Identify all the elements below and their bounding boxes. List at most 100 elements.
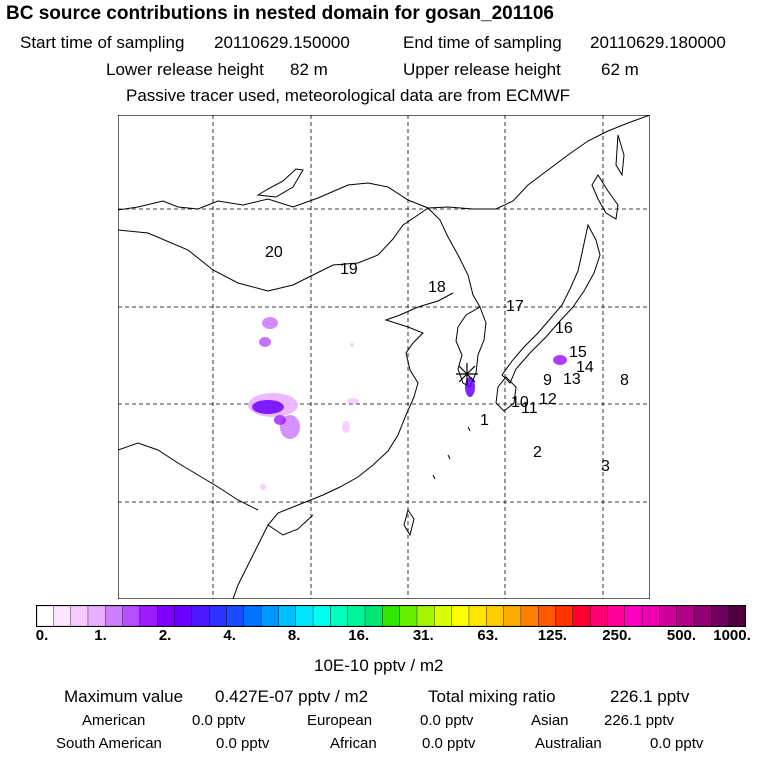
color-scale-cell: [364, 605, 384, 627]
color-scale-cell: [70, 605, 89, 627]
color-scale-cell: [312, 605, 332, 627]
asian-label: Asian: [531, 712, 569, 729]
color-scale-tick-label: 125.: [537, 627, 567, 644]
region-label: 1: [480, 412, 489, 429]
color-scale-cell: [607, 605, 626, 627]
color-scale-tick-label: 1000.: [713, 627, 751, 644]
color-scale-bar: [36, 605, 746, 627]
region-label: 14: [576, 359, 594, 376]
color-scale-cell: [53, 605, 72, 627]
plot-title: BC source contributions in nested domain…: [6, 3, 554, 24]
color-scale-cell: [243, 605, 262, 627]
color-scale-cell: [520, 605, 540, 627]
region-label: 3: [601, 458, 610, 475]
color-scale-tick-label: 63.: [477, 627, 499, 644]
total-mixing-label: Total mixing ratio: [428, 687, 556, 706]
max-value: 0.427E-07 pptv / m2: [215, 687, 369, 706]
region-label: 8: [620, 372, 629, 389]
upper-height-label: Upper release height: [403, 60, 561, 79]
australian-label: Australian: [535, 735, 602, 752]
american-label: American: [82, 712, 146, 729]
start-time-value: 20110629.150000: [214, 33, 350, 52]
african-value: 0.0 pptv: [422, 735, 476, 752]
max-value-label: Maximum value: [64, 687, 184, 706]
region-label: 10: [511, 394, 529, 411]
star-receptor-icon: [456, 363, 478, 385]
color-scale-cell: [36, 605, 55, 627]
end-time-value: 20110629.180000: [590, 33, 726, 52]
color-scale-tick-label: 0.: [35, 627, 49, 644]
total-mixing-value: 226.1 pptv: [610, 687, 690, 706]
region-label: 20: [265, 244, 283, 261]
color-scale-cell: [416, 605, 436, 627]
color-scale-cell: [191, 605, 210, 627]
color-scale-cell: [676, 605, 695, 627]
color-scale-cell: [157, 605, 176, 627]
color-scale-cell: [486, 605, 505, 627]
region-label: 17: [506, 298, 524, 315]
coastlines: [118, 115, 650, 599]
color-scale-tick-label: 8.: [287, 627, 301, 644]
tracer-plumes: [248, 317, 567, 490]
color-scale-cell: [538, 605, 557, 627]
map-panel: 1 2 3 8 9 10 11 12 13 14 15 16 17 18 19 …: [118, 115, 650, 599]
color-scale-cell: [139, 605, 159, 627]
color-scale-cell: [208, 605, 228, 627]
asian-value: 226.1 pptv: [604, 712, 675, 729]
african-label: African: [330, 735, 377, 752]
south-american-value: 0.0 pptv: [216, 735, 270, 752]
color-scale-tick-label: 1.: [94, 627, 107, 644]
american-value: 0.0 pptv: [192, 712, 246, 729]
color-scale-cell: [226, 605, 245, 627]
map-gridlines: [118, 115, 650, 599]
region-label: 12: [539, 391, 557, 408]
color-scale-cell: [347, 605, 366, 627]
color-scale-cell: [624, 605, 643, 627]
start-time-label: Start time of sampling: [20, 33, 185, 52]
south-american-label: South American: [56, 735, 162, 752]
australian-value: 0.0 pptv: [650, 735, 704, 752]
color-scale-cell: [468, 605, 488, 627]
color-scale-cell: [659, 605, 678, 627]
color-scale-cell: [555, 605, 574, 627]
color-scale-cell: [572, 605, 591, 627]
region-label: 9: [543, 372, 552, 389]
color-scale-cell: [87, 605, 107, 627]
color-scale-cell: [105, 605, 124, 627]
region-label: 2: [533, 444, 542, 461]
color-scale-tick-label: 31.: [412, 627, 434, 644]
color-scale-cell: [503, 605, 522, 627]
upper-height-value: 62 m: [601, 60, 639, 79]
color-scale-cell: [434, 605, 453, 627]
region-label: 18: [428, 279, 446, 296]
european-label: European: [307, 712, 373, 729]
color-scale-cell: [174, 605, 193, 627]
color-scale-tick-label: 4.: [223, 627, 236, 644]
region-label: 19: [340, 261, 358, 278]
color-scale-tick-label: 2.: [158, 627, 172, 644]
lower-height-label: Lower release height: [106, 60, 264, 79]
color-scale-cell: [641, 605, 661, 627]
region-label: 16: [555, 320, 573, 337]
lower-height-value: 82 m: [290, 60, 328, 79]
unit-label: 10E-10 pptv / m2: [314, 656, 444, 675]
color-scale-cell: [399, 605, 418, 627]
color-scale-tick-label: 250.: [602, 627, 632, 644]
color-scale-cell: [260, 605, 280, 627]
tracer-note: Passive tracer used, meteorological data…: [126, 86, 571, 105]
color-scale-cell: [589, 605, 609, 627]
color-scale-cell: [711, 605, 730, 627]
color-scale-tick-label: 16.: [348, 627, 370, 644]
end-time-label: End time of sampling: [403, 33, 562, 52]
color-scale-cell: [330, 605, 349, 627]
region-label: 11: [521, 400, 538, 417]
color-scale-tick-label: 500.: [666, 627, 697, 644]
color-scale-cell: [295, 605, 314, 627]
european-value: 0.0 pptv: [420, 712, 474, 729]
color-scale-cell: [122, 605, 141, 627]
region-label: 13: [563, 371, 581, 388]
color-scale-cell: [451, 605, 470, 627]
color-scale-cell: [728, 605, 746, 627]
color-scale-cell: [278, 605, 297, 627]
color-scale-cell: [382, 605, 401, 627]
